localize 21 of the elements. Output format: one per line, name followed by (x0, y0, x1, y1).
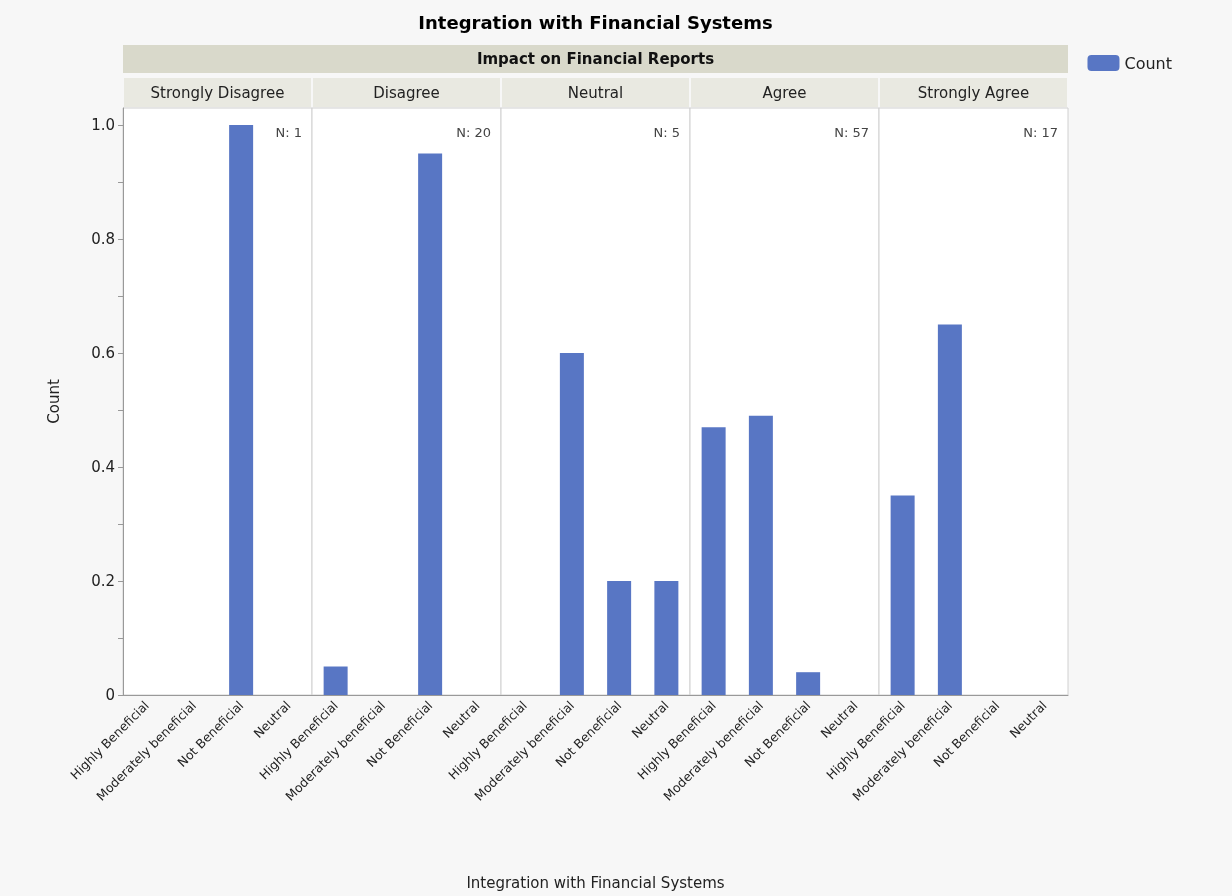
y-tick-label: 0.8 (91, 230, 115, 249)
chart-title: Disagree (373, 84, 440, 102)
y-axis-title: Count (44, 379, 63, 424)
annotation: N: 1 (275, 124, 302, 140)
y-tick-label: 0.4 (91, 458, 115, 477)
y-tick-label: 1.0 (91, 116, 115, 135)
y-tick-label: 0.2 (91, 572, 115, 591)
annotation: N: 17 (1023, 124, 1058, 140)
y-tick-label: 0 (105, 686, 115, 704)
annotation: N: 20 (456, 124, 491, 140)
chart-title: Strongly Agree (917, 84, 1030, 102)
chart-title: Agree (762, 84, 807, 102)
text: Impact on Financial Reports (476, 50, 715, 68)
annotation: N: 57 (834, 124, 869, 140)
y-tick-label: 0.6 (91, 344, 115, 363)
text: Integration with Financial Systems (418, 11, 773, 33)
x-axis-title: Integration with Financial Systems (466, 873, 725, 892)
legend-label: Count (1124, 53, 1172, 73)
chart-title: Neutral (567, 84, 624, 102)
chart-title: Strongly Disagree (150, 84, 285, 102)
annotation: N: 5 (653, 124, 680, 140)
